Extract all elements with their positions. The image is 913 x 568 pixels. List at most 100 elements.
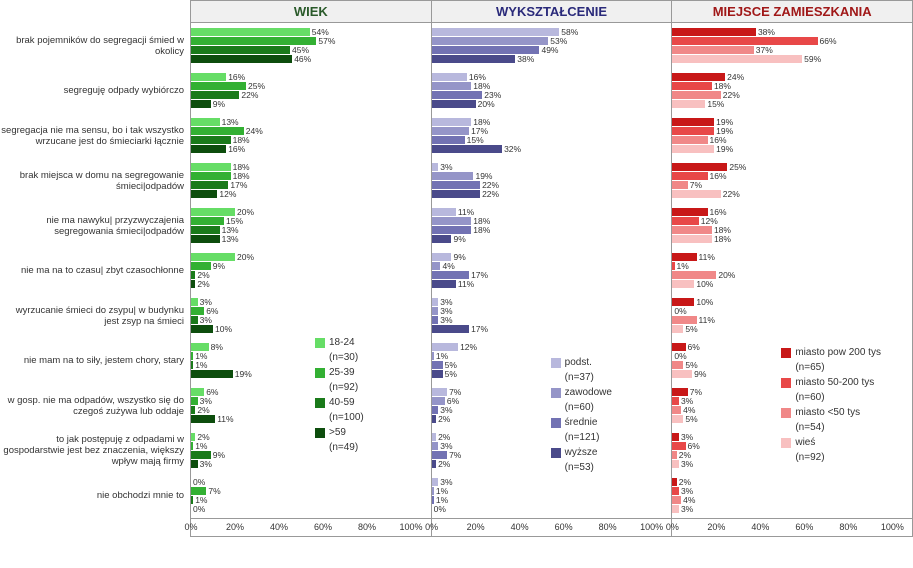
chart-row: 9%4%17%11% <box>432 248 672 293</box>
legend-label: zawodowe <box>565 385 612 400</box>
bar <box>672 361 683 369</box>
legend-item: wieś <box>781 435 881 450</box>
axis-tick: 80% <box>358 522 376 532</box>
bar <box>191 298 198 306</box>
legend-label: wyższe <box>565 445 598 460</box>
bar <box>191 370 233 378</box>
bar <box>191 217 224 225</box>
bar <box>672 55 802 63</box>
bar-value-label: 59% <box>804 54 821 64</box>
legend-sublabel: (n=100) <box>315 410 364 425</box>
bar <box>672 37 817 45</box>
bar <box>191 352 193 360</box>
bar-value-label: 9% <box>694 369 706 379</box>
row-label: brak miejsca w domu na segregowanie śmie… <box>0 159 190 204</box>
bar <box>191 397 198 405</box>
bar-value-label: 17% <box>471 324 488 334</box>
chart-row: 11%1%20%10% <box>672 248 912 293</box>
row-label: to jak postępuję z odpadami w gospodarst… <box>0 429 190 474</box>
legend-label: 40-59 <box>329 395 355 410</box>
axis-tick: 100% <box>399 522 422 532</box>
chart-panel: WIEK54%57%45%46%16%25%22%9%13%24%18%16%1… <box>190 0 432 537</box>
bar <box>672 478 676 486</box>
bar <box>191 181 228 189</box>
bar <box>672 262 674 270</box>
bar <box>672 271 716 279</box>
bar <box>672 433 679 441</box>
bar-value-label: 18% <box>473 225 490 235</box>
bar-value-label: 57% <box>318 36 335 46</box>
row-label: w gosp. nie ma odpadów, wszystko się do … <box>0 384 190 429</box>
axis-tick: 100% <box>881 522 904 532</box>
bar <box>432 406 439 414</box>
bar <box>191 226 220 234</box>
legend: miasto pow 200 tys(n=65)miasto 50-200 ty… <box>777 341 885 469</box>
bar-value-label: 9% <box>453 252 465 262</box>
bar <box>432 190 480 198</box>
bar <box>432 82 472 90</box>
bar <box>191 361 193 369</box>
bar <box>432 235 452 243</box>
bar <box>432 208 456 216</box>
row-labels-column: brak pojemników do segregacji śmied w ok… <box>0 0 190 537</box>
chart-row: 25%16%7%22% <box>672 158 912 203</box>
chart-row: 10%0%11%5% <box>672 293 912 338</box>
bar-value-label: 11% <box>217 414 233 424</box>
bar <box>191 172 231 180</box>
bar <box>432 217 472 225</box>
bar <box>432 397 445 405</box>
bar <box>191 28 310 36</box>
bar-value-label: 0% <box>674 306 686 316</box>
bar <box>432 280 456 288</box>
legend-sublabel: (n=65) <box>781 360 881 375</box>
bar <box>191 262 211 270</box>
bar-value-label: 1% <box>677 261 689 271</box>
bar-value-label: 7% <box>208 486 220 496</box>
bar <box>672 145 714 153</box>
bar <box>191 496 193 504</box>
bar <box>432 271 469 279</box>
bar <box>672 73 725 81</box>
bar <box>432 352 434 360</box>
bar-value-label: 0% <box>193 477 205 487</box>
bar <box>191 55 292 63</box>
bar <box>672 406 681 414</box>
bar-value-label: 38% <box>517 54 534 64</box>
legend-swatch <box>781 438 791 448</box>
legend-item: miasto <50 tys <box>781 405 881 420</box>
bar-value-label: 9% <box>213 450 225 460</box>
legend-label: miasto <50 tys <box>795 405 860 420</box>
bar <box>191 442 193 450</box>
axis-tick: 20% <box>467 522 485 532</box>
bar-value-label: 66% <box>820 36 837 46</box>
bar-value-label: 11% <box>699 315 715 325</box>
bar <box>191 388 204 396</box>
bar <box>672 487 679 495</box>
legend-swatch <box>551 388 561 398</box>
chart-row: 0%7%1%0% <box>191 473 431 518</box>
bar-value-label: 46% <box>294 54 311 64</box>
bar <box>672 235 712 243</box>
chart-row: 3%3%3%17% <box>432 293 672 338</box>
chart-row: 13%24%18%16% <box>191 113 431 158</box>
bar-value-label: 2% <box>197 279 209 289</box>
bar-value-label: 13% <box>222 117 239 127</box>
row-label: nie mam na to siły, jestem chory, stary <box>0 339 190 384</box>
bar <box>672 136 707 144</box>
bar <box>432 442 439 450</box>
bar-value-label: 15% <box>467 135 484 145</box>
bar <box>191 406 195 414</box>
panel-title: MIEJSCE ZAMIESZKANIA <box>672 1 912 23</box>
row-label: wyrzucanie śmieci do zsypu| w budynku je… <box>0 294 190 339</box>
bar <box>672 397 679 405</box>
bar <box>432 451 447 459</box>
axis-tick: 80% <box>839 522 857 532</box>
bar <box>191 460 198 468</box>
axis-tick: 0% <box>184 522 197 532</box>
legend-swatch <box>781 348 791 358</box>
bar-value-label: 9% <box>213 261 225 271</box>
bar-value-label: 20% <box>237 252 254 262</box>
legend-swatch <box>315 368 325 378</box>
bar-value-label: 38% <box>758 27 775 37</box>
chart-row: 24%18%22%15% <box>672 68 912 113</box>
